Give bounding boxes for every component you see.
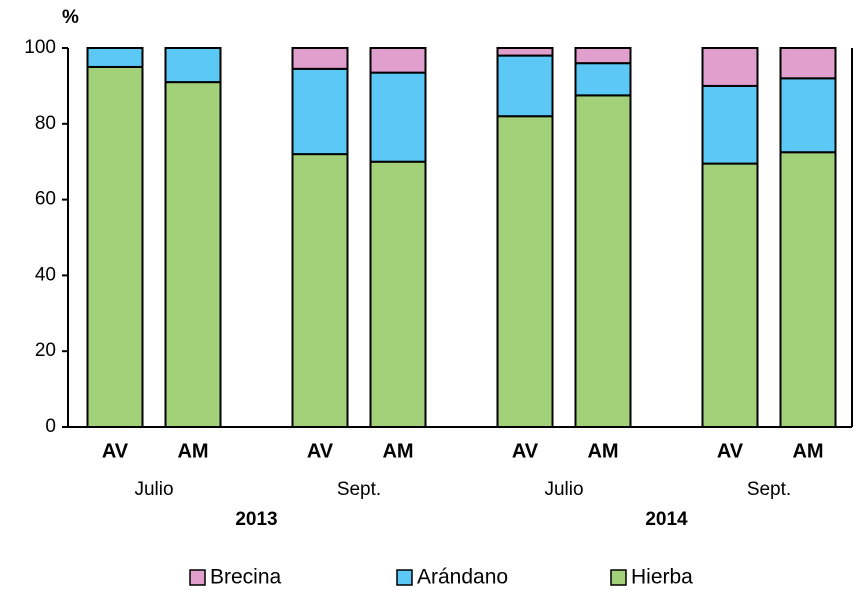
y-tick-label: 0 <box>45 416 56 437</box>
legend-swatch <box>189 569 206 586</box>
y-tick-label: 100 <box>24 37 56 58</box>
bar-segment <box>574 94 632 428</box>
legend-label: Arándano <box>417 566 508 589</box>
bar-segment <box>779 47 837 80</box>
x-tick-label: AM <box>177 440 208 462</box>
bar-segment <box>369 47 427 74</box>
bar-segment <box>164 81 222 429</box>
month-label: Julio <box>134 479 173 500</box>
bar-segment <box>779 151 837 428</box>
bar-segment <box>701 162 759 428</box>
month-label: Sept. <box>337 479 381 500</box>
bar-segment <box>164 47 222 84</box>
legend-swatch <box>610 569 627 586</box>
bar-segment <box>496 54 554 118</box>
y-tick-label: 20 <box>35 340 56 361</box>
bar-segment <box>291 67 349 156</box>
bar-segment <box>369 160 427 428</box>
year-label: 2014 <box>645 509 688 530</box>
month-label: Julio <box>544 479 583 500</box>
bar-segment <box>86 47 144 68</box>
bar-segment <box>496 47 554 57</box>
x-tick-label: AV <box>307 440 334 462</box>
month-label: Sept. <box>747 479 791 500</box>
x-tick-label: AV <box>102 440 129 462</box>
bar-segment <box>574 47 632 65</box>
y-tick-label: 60 <box>35 189 56 210</box>
bar-segment <box>701 84 759 165</box>
year-label: 2013 <box>235 509 277 530</box>
x-tick-label: AM <box>382 440 413 462</box>
bar-segment <box>291 47 349 70</box>
y-tick-label: 80 <box>35 113 56 134</box>
legend-label: Hierba <box>631 566 693 589</box>
legend-label: Brecina <box>210 566 282 589</box>
x-tick-label: AM <box>587 440 618 462</box>
x-tick-label: AV <box>512 440 539 462</box>
bar-segment <box>574 62 632 97</box>
y-tick-label: 40 <box>35 264 56 285</box>
bar-segment <box>496 115 554 428</box>
x-tick-label: AV <box>717 440 744 462</box>
bar-segment <box>701 47 759 87</box>
x-tick-label: AM <box>792 440 823 462</box>
bar-segment <box>369 71 427 163</box>
bar-segment <box>86 65 144 428</box>
y-axis-label: % <box>62 7 79 28</box>
bar-segment <box>779 77 837 154</box>
bar-segment <box>291 153 349 428</box>
legend-swatch <box>396 569 413 586</box>
